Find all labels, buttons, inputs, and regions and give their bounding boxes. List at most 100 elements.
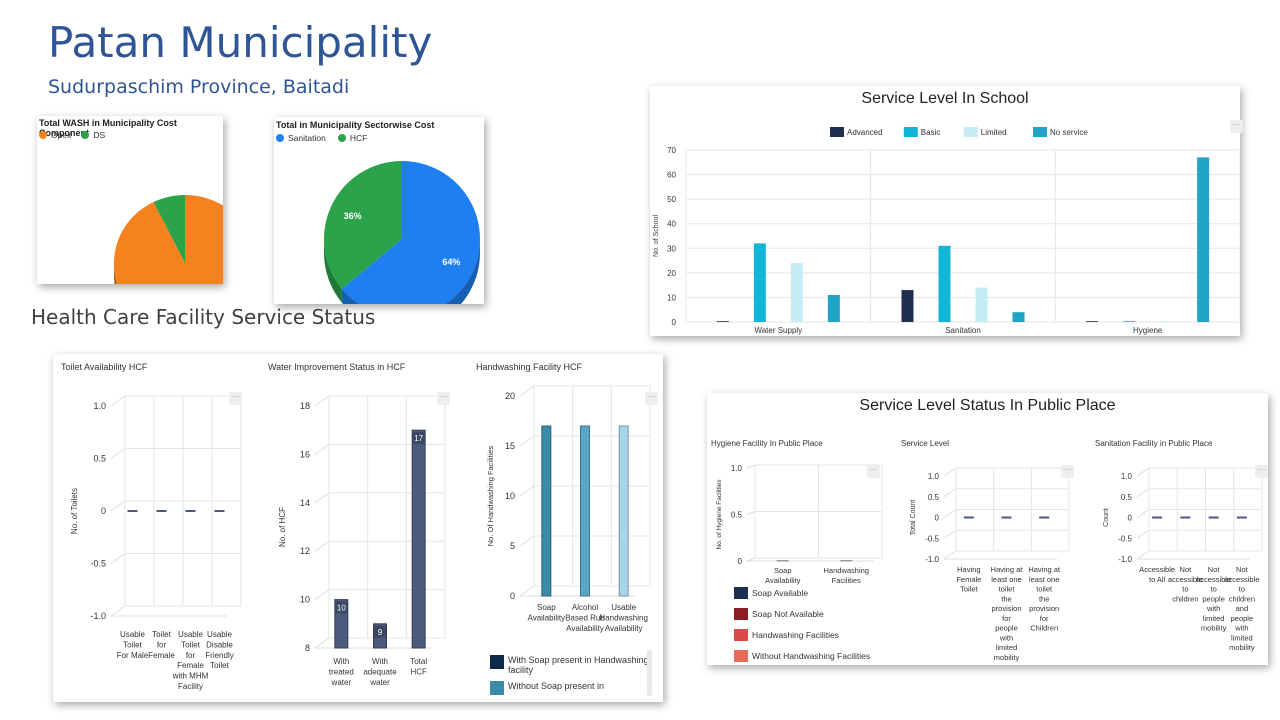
- menu-icon[interactable]: ···: [1061, 465, 1074, 478]
- y-tick-label: 20: [505, 391, 515, 401]
- legend-item[interactable]: HCF: [337, 133, 368, 143]
- y-tick-label: 0: [101, 506, 106, 516]
- x-tick-label: Sanitation: [945, 326, 981, 335]
- x-tick-label: Soap Availability: [765, 566, 801, 585]
- legend-item[interactable]: DS: [81, 130, 105, 140]
- legend-item[interactable]: Sanitation: [276, 133, 326, 143]
- menu-icon[interactable]: ···: [437, 392, 450, 405]
- bar-mark: [541, 425, 552, 597]
- bar-limited: [1160, 321, 1173, 322]
- gridline: [110, 605, 126, 617]
- y-tick-label: 15: [505, 441, 515, 451]
- legend-item[interactable]: Without Soap present in: [490, 681, 650, 695]
- gridline: [519, 435, 535, 447]
- data-label-bg: [412, 432, 425, 445]
- legend-scrollbar[interactable]: [647, 650, 652, 696]
- legend-label: Sanitation: [288, 133, 326, 143]
- chart-title: Toilet Availability HCF: [61, 362, 148, 372]
- gridline: [1136, 509, 1150, 518]
- bar-mark: [963, 516, 974, 519]
- data-label-bg: [374, 625, 386, 638]
- gridline: [314, 395, 330, 407]
- legend-swatch: [830, 127, 844, 137]
- legend-label: With Soap present in Handwashing facilit…: [508, 655, 649, 675]
- menu-icon[interactable]: ···: [229, 392, 242, 405]
- y-tick-label: 40: [667, 220, 676, 229]
- handwash-legend: With Soap present in Handwashing facilit…: [490, 655, 650, 695]
- y-tick-label: 16: [300, 449, 310, 459]
- bar-mark: [618, 425, 629, 597]
- bar-mark: [127, 510, 138, 512]
- legend-label: Basic: [921, 128, 941, 137]
- y-tick-label: 0.5: [731, 511, 743, 520]
- gridline: [746, 511, 756, 515]
- pie-chart-cost-component: Total WASH in Municipality Cost Componen…: [37, 116, 223, 284]
- gridline: [314, 540, 330, 552]
- legend-item[interactable]: Opex: [39, 130, 71, 140]
- legend-item[interactable]: With Soap present in Handwashing facilit…: [490, 655, 650, 675]
- hygiene-legend: Soap Available Soap Not Available Handwa…: [734, 587, 870, 662]
- legend-item[interactable]: Handwashing Facilities: [734, 629, 870, 641]
- x-tick-label: Usable Toilet for Female with MHM Facility: [172, 630, 209, 691]
- legend-label: Limited: [981, 128, 1007, 137]
- pie-slice-opex: [114, 195, 223, 284]
- chart-title: Hygiene Facility In Public Place: [711, 439, 823, 448]
- legend-swatch: [81, 131, 90, 139]
- bar-mark: [1001, 516, 1012, 519]
- y-tick-label: 50: [667, 195, 676, 204]
- legend-swatch: [903, 127, 918, 137]
- bar-basic: [753, 243, 766, 322]
- data-label: 9: [378, 628, 383, 637]
- menu-icon[interactable]: ···: [1255, 465, 1268, 478]
- y-tick-label: 0: [672, 318, 677, 327]
- y-tick-label: 10: [300, 595, 310, 605]
- legend-swatch: [337, 134, 346, 142]
- legend-item[interactable]: Soap Not Available: [734, 608, 870, 620]
- y-tick-label: -1.0: [1118, 555, 1132, 564]
- gridline: [943, 467, 957, 477]
- bar-advanced: [716, 321, 729, 322]
- y-tick-label: -0.5: [1118, 534, 1132, 543]
- menu-icon[interactable]: ···: [867, 465, 880, 478]
- gridline: [1136, 467, 1150, 477]
- legend-label: Handwashing Facilities: [752, 630, 839, 640]
- x-tick-label: Having at least one toilet the provision for C…: [1028, 565, 1061, 633]
- legend-swatch: [490, 681, 504, 695]
- menu-icon[interactable]: ···: [1230, 120, 1243, 133]
- data-label-bg: [335, 601, 348, 614]
- bar-basic: [938, 245, 951, 322]
- menu-icon[interactable]: ···: [645, 392, 658, 405]
- hcf-charts-panel: Toilet Availability HCF 1.0 0.5 0 -0.5 -1.0 No…: [53, 354, 663, 702]
- legend-label: HCF: [349, 133, 368, 143]
- bar-mark: [1180, 516, 1191, 519]
- bar-mark: [1152, 516, 1163, 519]
- bar-advanced: [901, 290, 914, 322]
- legend-item[interactable]: Soap Available: [734, 587, 870, 599]
- legend-swatch: [734, 608, 748, 620]
- y-axis-label: No. of School: [653, 215, 660, 257]
- x-tick-label: Having at least one toilet the provision for p…: [991, 565, 1024, 662]
- y-tick-label: 20: [667, 269, 676, 278]
- pie-slice-side: [324, 239, 342, 303]
- gridline: [746, 464, 756, 469]
- bar-limited: [790, 263, 803, 322]
- y-tick-label: 1.0: [93, 401, 106, 411]
- page-title: Patan Municipality: [48, 18, 433, 67]
- legend-label: Without Soap present in: [508, 681, 605, 691]
- school-service-chart: Service Level In School ··· Advanced Basi…: [650, 86, 1243, 336]
- x-tick-label: Toilet for Female: [148, 630, 175, 660]
- x-tick-label: Alcohol Based Rub Availability: [565, 603, 605, 633]
- x-tick-label: Water Supply: [754, 326, 802, 335]
- gridline: [519, 535, 535, 547]
- y-tick-label: 30: [667, 244, 676, 253]
- data-label: 64%: [442, 257, 460, 267]
- chart-title: Service Level: [901, 439, 949, 448]
- y-tick-label: 5: [510, 541, 515, 551]
- legend-item[interactable]: Without Handwashing Facilities: [734, 650, 870, 662]
- y-tick-label: 10: [667, 293, 676, 302]
- chart-title: Total WASH in Municipality Cost Componen…: [39, 118, 177, 138]
- gridline: [314, 443, 330, 455]
- legend-swatch: [734, 650, 748, 662]
- legend-label: Soap Available: [752, 588, 809, 598]
- legend-swatch: [734, 587, 748, 599]
